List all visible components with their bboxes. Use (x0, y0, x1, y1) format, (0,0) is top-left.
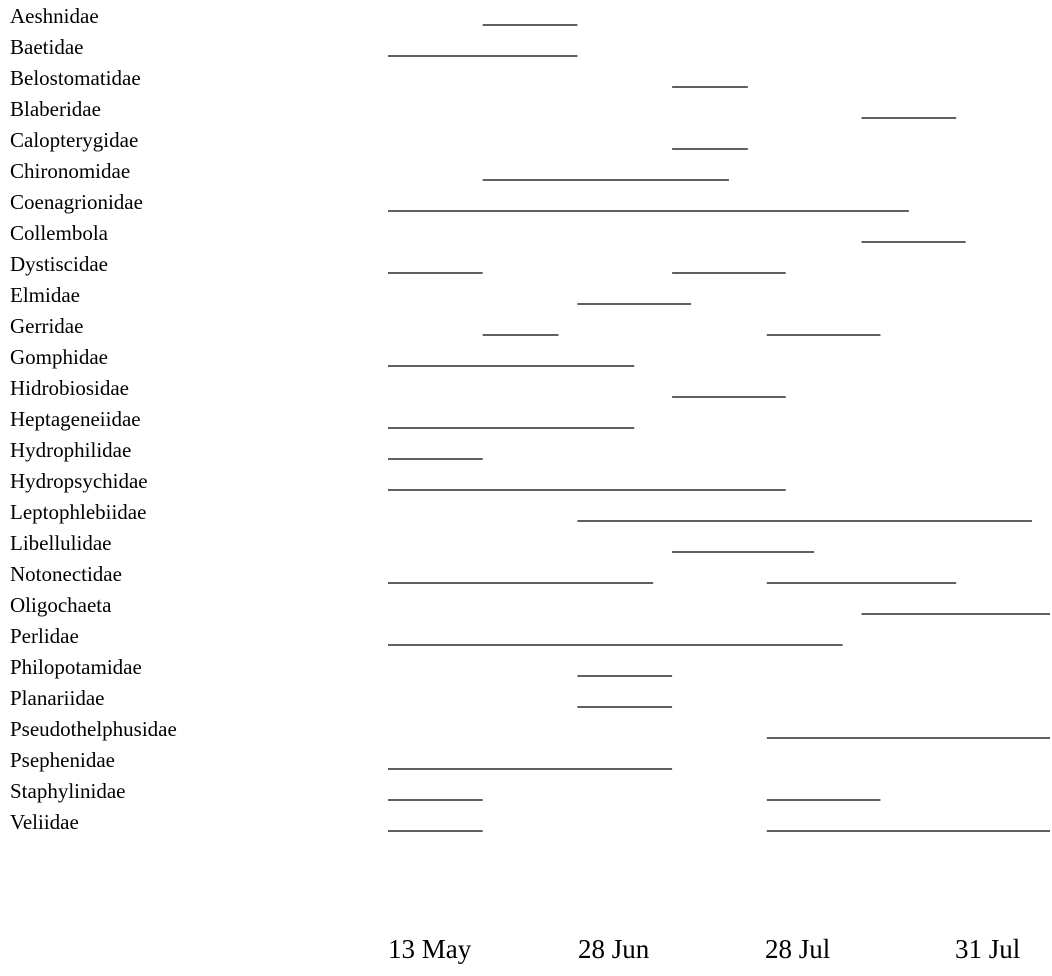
date-axis: 13 May 28 Jun 28 Jul 31 Jul (388, 934, 1020, 964)
taxon-label: Oligochaeta (10, 593, 112, 617)
taxon-label: Planariidae (10, 686, 104, 710)
taxon-labels: Aeshnidae Baetidae Belostomatidae Blaberida… (10, 4, 177, 834)
taxon-label: Hydropsychidae (10, 469, 148, 493)
taxon-label: Calopterygidae (10, 128, 138, 152)
taxon-label: Hidrobiosidae (10, 376, 129, 400)
taxon-label: Hydrophilidae (10, 438, 131, 462)
taxon-label: Gomphidae (10, 345, 108, 369)
taxon-label: Pseudothelphusidae (10, 717, 177, 741)
taxon-label: Veliidae (10, 810, 79, 834)
taxon-label: Psephenidae (10, 748, 115, 772)
date-label: 31 Jul (955, 934, 1020, 964)
date-label: 28 Jul (765, 934, 830, 964)
taxon-label: Libellulidae (10, 531, 111, 555)
taxon-label: Heptageneiidae (10, 407, 141, 431)
taxon-label: Blaberidae (10, 97, 101, 121)
taxon-label: Elmidae (10, 283, 80, 307)
taxon-label: Perlidae (10, 624, 79, 648)
taxon-label: Chironomidae (10, 159, 130, 183)
taxon-label: Collembola (10, 221, 109, 245)
taxon-label: Philopotamidae (10, 655, 142, 679)
taxon-label: Belostomatidae (10, 66, 141, 90)
taxon-label: Leptophlebiidae (10, 500, 146, 524)
taxon-label: Aeshnidae (10, 4, 99, 28)
date-label: 13 May (388, 934, 472, 964)
occurrence-bars (388, 24, 1050, 832)
taxon-label: Baetidae (10, 35, 83, 59)
taxon-label: Staphylinidae (10, 779, 125, 803)
taxon-label: Notonectidae (10, 562, 122, 586)
taxon-label: Dystiscidae (10, 252, 108, 276)
taxon-label: Coenagrionidae (10, 190, 143, 214)
date-label: 28 Jun (578, 934, 650, 964)
taxon-label: Gerridae (10, 314, 83, 338)
